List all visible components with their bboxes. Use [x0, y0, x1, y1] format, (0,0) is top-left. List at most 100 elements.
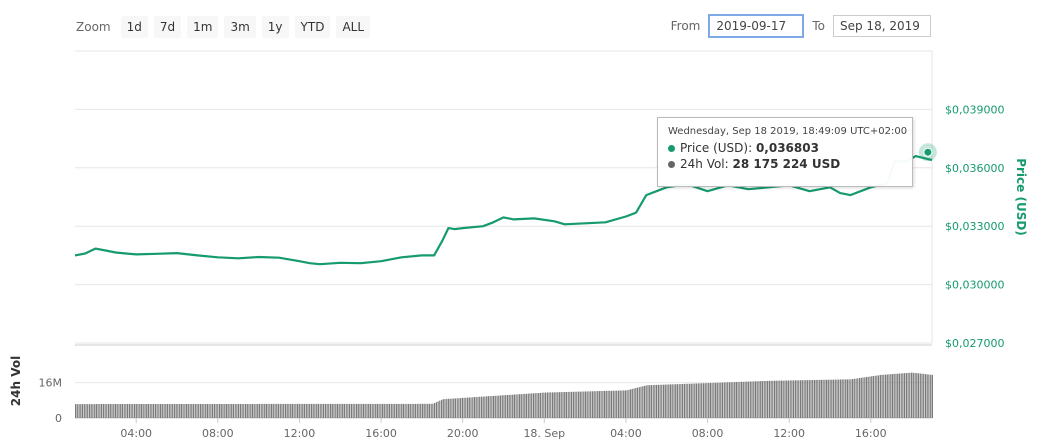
- volume-bar: [132, 404, 134, 418]
- volume-bar: [904, 373, 906, 418]
- volume-bar: [727, 382, 729, 418]
- volume-bar: [747, 381, 750, 418]
- volume-bar: [734, 382, 736, 418]
- hover-point[interactable]: [923, 147, 933, 157]
- volume-bar: [923, 373, 925, 418]
- volume-bar: [876, 375, 878, 418]
- volume-bar: [434, 403, 436, 418]
- volume-bar: [640, 386, 642, 418]
- volume-bar: [153, 404, 155, 418]
- volume-bar: [331, 403, 333, 418]
- volume-bar: [737, 382, 739, 418]
- volume-bar: [378, 403, 380, 418]
- volume-bar: [742, 381, 744, 418]
- volume-bar: [380, 403, 382, 418]
- date-range-selector: From To: [671, 14, 931, 38]
- volume-bar: [702, 383, 705, 418]
- volume-bar: [408, 403, 410, 418]
- volume-bar: [239, 404, 241, 418]
- zoom-7d-button[interactable]: 7d: [153, 16, 182, 38]
- zoom-all-button[interactable]: ALL: [336, 16, 371, 38]
- volume-bar: [513, 394, 515, 418]
- volume-bar: [604, 390, 606, 418]
- volume-bar: [281, 403, 283, 418]
- volume-bar: [852, 379, 854, 418]
- volume-bar: [114, 404, 117, 418]
- volume-bar: [813, 380, 816, 418]
- volume-bar: [272, 403, 274, 418]
- volume-bar: [302, 403, 304, 418]
- volume-bar: [491, 396, 493, 418]
- volume-bar: [836, 379, 838, 418]
- price-tick-label: $0,027000: [945, 337, 1005, 350]
- to-date-input[interactable]: [833, 15, 931, 37]
- volume-bar: [574, 391, 576, 418]
- volume-bar: [728, 382, 731, 418]
- volume-bar: [780, 380, 783, 418]
- volume-bar: [461, 397, 463, 418]
- volume-bar: [401, 403, 403, 418]
- volume-bar: [503, 395, 505, 418]
- volume-bar: [515, 394, 517, 418]
- volume-bar: [664, 384, 666, 418]
- volume-bar: [208, 404, 210, 418]
- volume-bar: [494, 395, 496, 418]
- volume-bar: [92, 404, 94, 418]
- volume-bar: [718, 382, 720, 418]
- volume-bar: [635, 388, 637, 418]
- volume-bar: [220, 404, 222, 418]
- volume-bar: [395, 403, 398, 418]
- zoom-1m-button[interactable]: 1m: [187, 16, 219, 38]
- volume-bar: [213, 404, 215, 418]
- volume-bar: [552, 392, 554, 418]
- volume-bar: [354, 403, 356, 418]
- volume-bar: [234, 404, 236, 418]
- volume-bar: [590, 391, 592, 418]
- tooltip-timestamp: Wednesday, Sep 18 2019, 18:49:09 UTC+02:…: [668, 126, 908, 137]
- tooltip-price-value: 0,036803: [755, 141, 819, 155]
- zoom-1d-button[interactable]: 1d: [120, 16, 148, 38]
- volume-bar: [297, 403, 299, 418]
- volume-bar: [229, 404, 231, 418]
- zoom-ytd-button[interactable]: YTD: [294, 16, 331, 38]
- volume-bar: [165, 404, 167, 418]
- volume-bar: [425, 403, 427, 418]
- volume-bar: [366, 403, 368, 418]
- volume-bar: [888, 374, 890, 418]
- volume-bar: [496, 395, 498, 418]
- zoom-1y-button[interactable]: 1y: [261, 16, 289, 38]
- from-date-input[interactable]: [708, 14, 805, 38]
- volume-bar: [498, 395, 500, 418]
- volume-bar: [652, 385, 654, 418]
- volume-bar: [891, 374, 894, 418]
- volume-bar: [241, 404, 243, 418]
- volume-bar: [172, 404, 174, 418]
- volume-bar: [600, 391, 602, 418]
- volume-bar: [357, 403, 359, 418]
- volume-bar: [284, 403, 287, 418]
- volume-bar: [324, 403, 326, 418]
- volume-bar: [265, 403, 267, 418]
- volume-bar: [271, 403, 273, 418]
- volume-bar: [916, 373, 918, 418]
- volume-bar: [350, 403, 352, 418]
- zoom-3m-button[interactable]: 3m: [224, 16, 256, 38]
- volume-bar: [720, 382, 722, 418]
- volume-bar: [246, 404, 248, 418]
- volume-bar: [902, 373, 904, 418]
- volume-bar: [690, 383, 692, 418]
- volume-bar: [83, 404, 85, 418]
- volume-bar: [576, 391, 578, 418]
- volume-bar: [222, 404, 224, 418]
- volume-bar: [548, 392, 550, 418]
- volume-bar: [881, 374, 883, 418]
- volume-bar: [628, 389, 630, 418]
- volume-bar: [427, 403, 429, 418]
- volume-bar: [909, 372, 911, 418]
- volume-bar: [184, 404, 186, 418]
- volume-bar: [192, 404, 195, 418]
- volume-bar: [212, 404, 214, 418]
- volume-bar: [349, 403, 351, 418]
- x-tick-label: 08:00: [202, 427, 234, 440]
